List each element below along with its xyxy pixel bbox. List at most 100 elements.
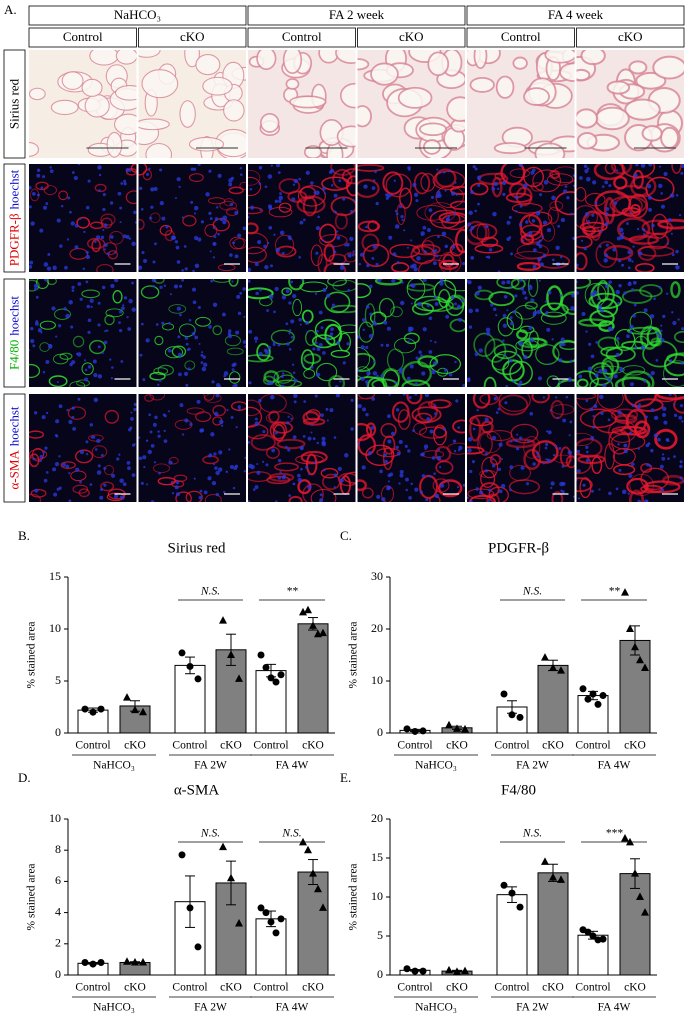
nucleus (174, 197, 177, 200)
panel-label: E. (340, 770, 351, 785)
nucleus (673, 403, 676, 406)
stain (182, 215, 197, 227)
micrograph-content (248, 164, 356, 272)
nucleus (551, 338, 554, 341)
nucleus (435, 194, 440, 199)
nucleus (412, 429, 416, 432)
nucleus (632, 280, 637, 285)
nucleus (290, 417, 293, 420)
nucleus (256, 462, 259, 466)
nucleus (439, 279, 444, 283)
nucleus (647, 195, 653, 200)
stain (154, 335, 164, 346)
stain (576, 235, 593, 249)
stain (88, 434, 104, 442)
nucleus (83, 230, 86, 234)
data-point (631, 869, 639, 877)
nucleus (429, 429, 434, 434)
nucleus (484, 417, 489, 422)
nucleus (55, 434, 59, 438)
nucleus (47, 253, 51, 256)
condition-label: cKO (399, 29, 424, 44)
nucleus (199, 428, 204, 433)
nucleus (229, 253, 233, 257)
nucleus (435, 254, 439, 258)
nucleus (398, 439, 403, 445)
nucleus (104, 243, 108, 247)
stain (576, 438, 603, 459)
nucleus (316, 347, 321, 351)
nucleus (58, 324, 62, 328)
nucleus (330, 168, 334, 173)
nucleus (365, 380, 369, 384)
nucleus (497, 407, 501, 411)
nucleus (101, 285, 106, 290)
nucleus (222, 491, 226, 494)
nucleus (239, 166, 242, 170)
nucleus (272, 340, 276, 344)
tubule (495, 75, 515, 99)
nucleus (667, 457, 670, 460)
stain (639, 325, 660, 350)
nucleus (330, 327, 334, 332)
nucleus (385, 193, 389, 197)
nucleus (398, 205, 403, 209)
nucleus (125, 234, 130, 239)
stain (212, 404, 227, 417)
nucleus (650, 408, 655, 413)
nucleus (619, 367, 624, 372)
nucleus (287, 415, 290, 418)
nucleus (73, 175, 78, 181)
stain (433, 426, 447, 439)
stain (673, 330, 684, 344)
stain (628, 489, 645, 502)
nucleus (163, 414, 167, 418)
nucleus (392, 252, 397, 257)
nucleus (360, 345, 365, 350)
nucleus (97, 165, 102, 170)
data-point (123, 693, 131, 701)
nucleus (43, 262, 49, 267)
nucleus (158, 471, 161, 475)
nucleus (190, 167, 194, 171)
stain (248, 222, 259, 235)
nucleus (587, 366, 593, 372)
y-tick-label: 0 (55, 967, 61, 981)
nucleus (337, 466, 342, 471)
nucleus (366, 263, 370, 268)
nucleus (277, 475, 282, 480)
nucleus (570, 212, 574, 216)
stain (437, 479, 463, 498)
nucleus (568, 434, 571, 437)
nucleus (437, 235, 440, 239)
nucleus (384, 459, 388, 464)
nucleus (516, 433, 519, 436)
stain (48, 375, 68, 387)
nucleus (615, 487, 619, 491)
nucleus (592, 414, 595, 418)
nucleus (93, 373, 98, 378)
stain (432, 478, 450, 493)
nucleus (71, 289, 75, 292)
data-point (309, 869, 317, 877)
tubule (493, 142, 527, 155)
nucleus (40, 186, 44, 190)
nucleus (496, 187, 500, 191)
nucleus (205, 192, 210, 197)
nucleus (344, 453, 349, 458)
nucleus (520, 465, 525, 470)
nucleus (70, 221, 75, 226)
tubule (138, 118, 170, 131)
nucleus (406, 246, 409, 249)
nucleus (168, 460, 173, 465)
bar (255, 918, 287, 976)
stain (645, 176, 675, 202)
nucleus (152, 422, 157, 427)
nucleus (472, 165, 476, 169)
nucleus (321, 441, 327, 447)
nucleus (177, 352, 183, 358)
stain (406, 283, 435, 292)
nucleus (191, 287, 197, 292)
stain (327, 279, 347, 287)
